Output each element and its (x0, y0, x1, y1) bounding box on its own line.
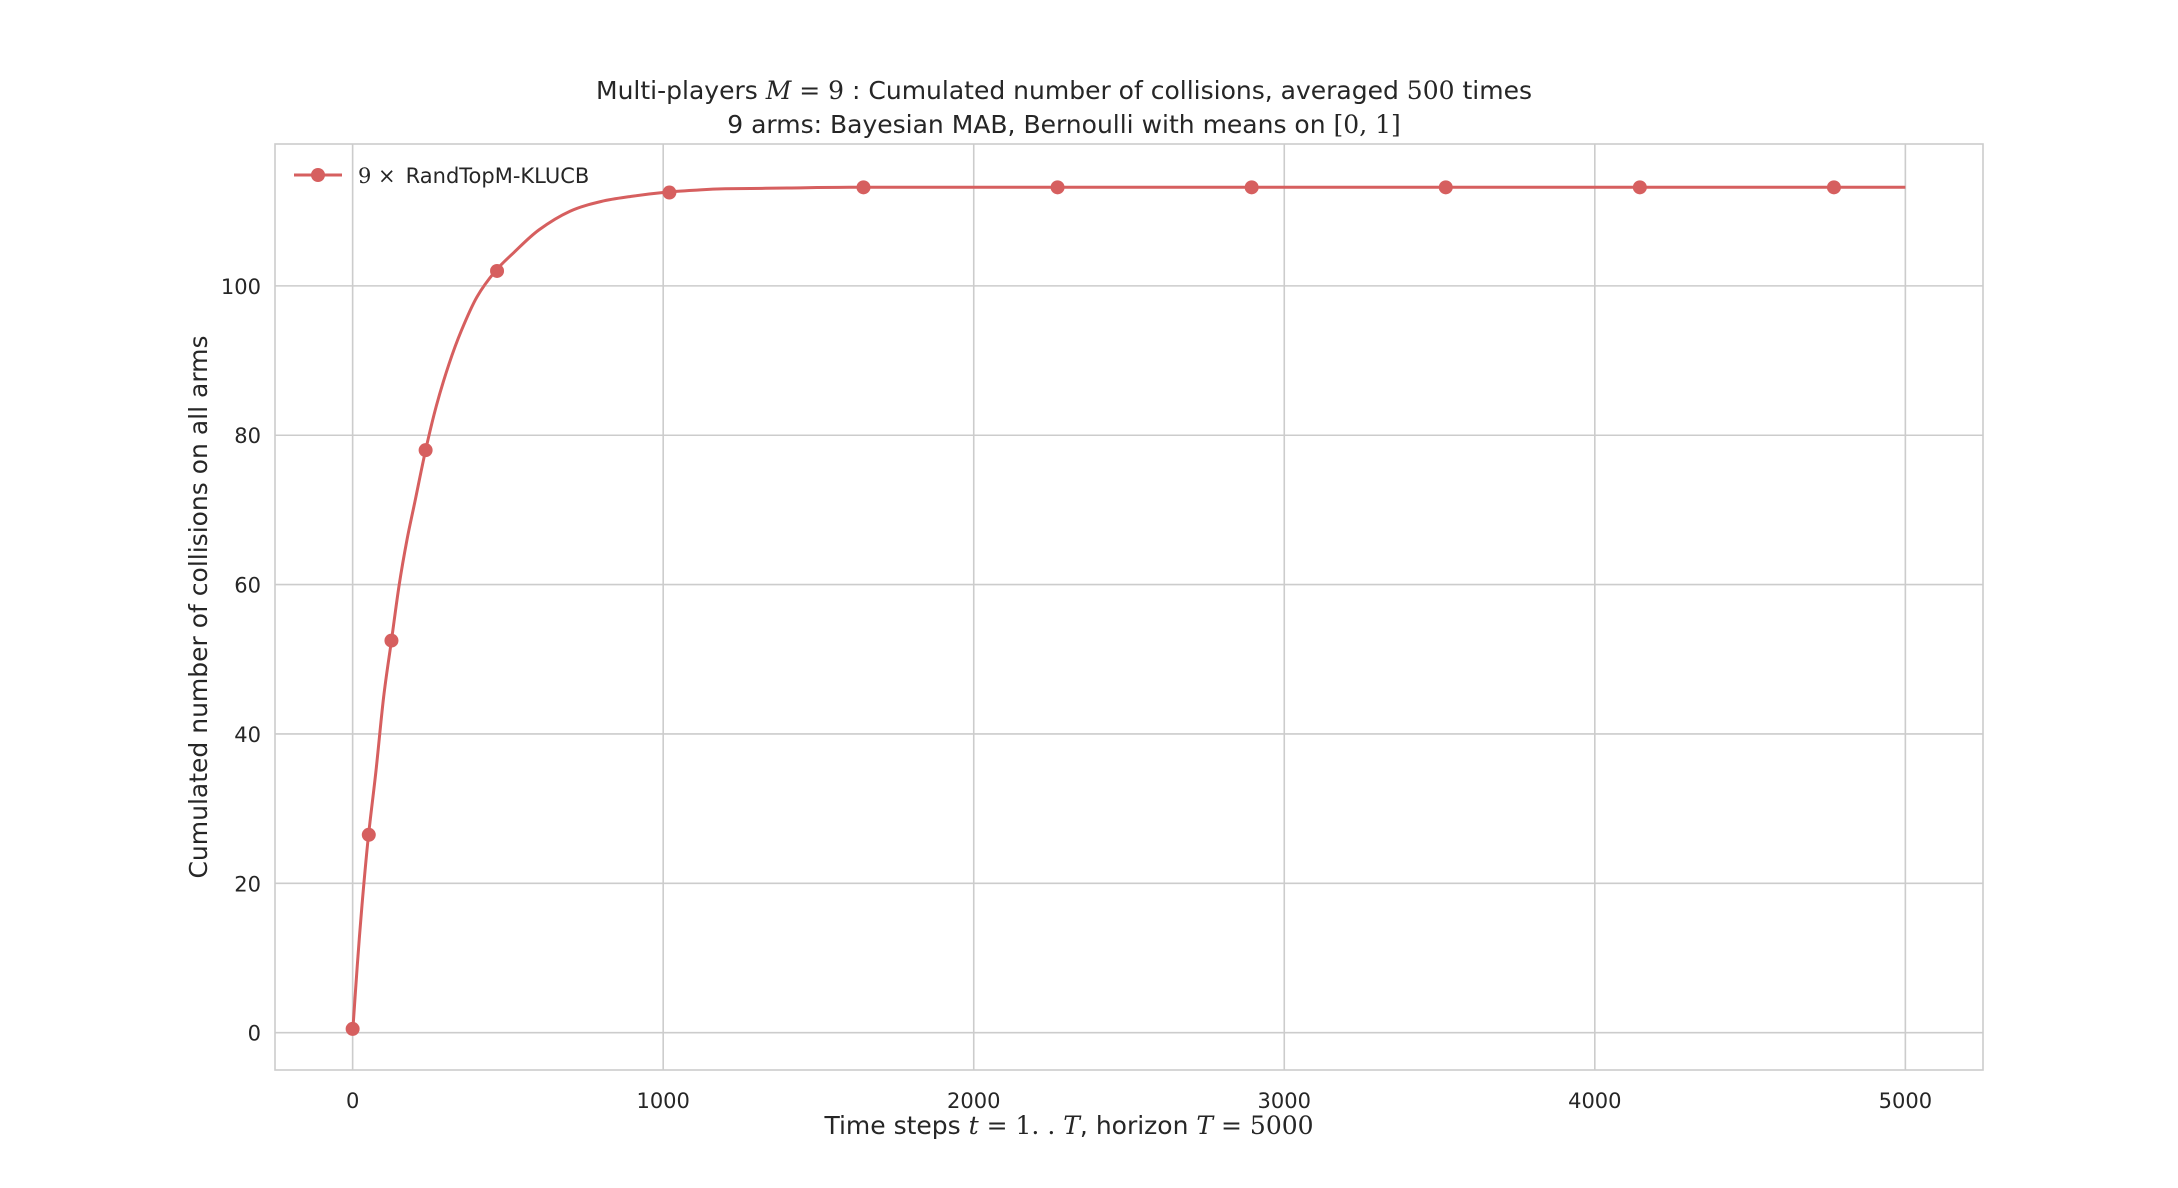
x-tick-label-2: 2000 (947, 1089, 1000, 1113)
y-axis-label: Cumulated number of collisions on all ar… (184, 335, 213, 878)
y-tick-label-3: 60 (234, 574, 261, 598)
chart-title-line-2: 9 arms: Bayesian MAB, Bernoulli with mea… (727, 110, 1401, 139)
y-tick-label-0: 0 (248, 1022, 261, 1046)
x-tick-label-0: 0 (346, 1089, 359, 1113)
data-point-3 (418, 443, 433, 458)
y-tick-label-1: 20 (234, 872, 261, 896)
y-tick-label-4: 80 (234, 424, 261, 448)
y-tick-label-5: 100 (221, 275, 261, 299)
x-tick-label-3: 3000 (1258, 1089, 1311, 1113)
legend-entry: 9 × RandTopM-KLUCB (358, 164, 589, 188)
data-point-9 (1438, 180, 1453, 195)
data-point-6 (856, 180, 871, 195)
y-tick-labels: 0 20 40 60 80 100 (221, 275, 261, 1046)
gridlines (275, 144, 1983, 1070)
series-group (345, 180, 1906, 1036)
data-point-7 (1050, 180, 1065, 195)
y-tick-label-2: 40 (234, 723, 261, 747)
data-point-0 (345, 1021, 360, 1036)
data-point-2 (384, 633, 399, 648)
legend-marker-swatch (311, 168, 325, 182)
data-point-11 (1826, 180, 1841, 195)
x-tick-labels: 0 1000 2000 3000 4000 5000 (346, 1089, 1932, 1113)
x-tick-label-5: 5000 (1879, 1089, 1932, 1113)
plot-frame (274, 143, 1984, 1071)
data-point-4 (490, 263, 505, 278)
series-line-0 (351, 185, 1906, 1033)
data-point-1 (361, 827, 376, 842)
data-point-5 (662, 185, 677, 200)
data-point-8 (1244, 180, 1259, 195)
x-tick-label-4: 4000 (1568, 1089, 1621, 1113)
chart-title-line-1: Multi-players M = 9 : Cumulated number o… (596, 76, 1532, 105)
x-tick-label-1: 1000 (636, 1089, 689, 1113)
data-point-10 (1632, 180, 1647, 195)
legend: 9 × RandTopM-KLUCB (294, 164, 589, 188)
x-axis-label: Time steps t = 1. . T, horizon T = 5000 (823, 1111, 1313, 1140)
